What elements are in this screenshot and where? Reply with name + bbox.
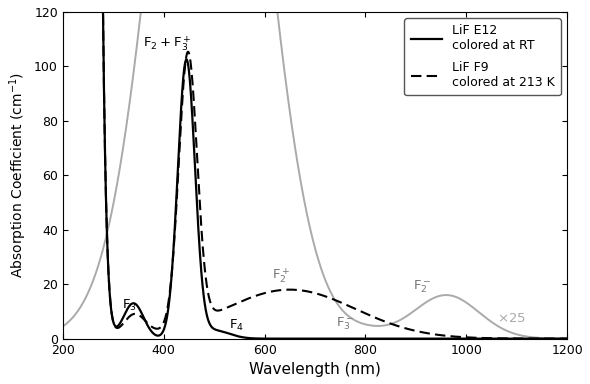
Text: $\mathrm{F_3^-}$: $\mathrm{F_3^-}$: [336, 315, 355, 332]
Text: $\mathrm{F_2^+}$: $\mathrm{F_2^+}$: [272, 266, 290, 285]
Y-axis label: Absorption Coefficient (cm$^{-1}$): Absorption Coefficient (cm$^{-1}$): [7, 72, 28, 278]
X-axis label: Wavelength (nm): Wavelength (nm): [249, 362, 381, 377]
Text: $\mathrm{F_4}$: $\mathrm{F_4}$: [230, 318, 244, 333]
Legend: LiF E12
colored at RT, LiF F9
colored at 213 K: LiF E12 colored at RT, LiF F9 colored at…: [404, 18, 561, 96]
Text: $\times 25$: $\times 25$: [497, 312, 526, 325]
Text: $\mathrm{F_2 + F_3^+}$: $\mathrm{F_2 + F_3^+}$: [143, 35, 191, 53]
Text: $\mathrm{F_3}$: $\mathrm{F_3}$: [122, 298, 137, 313]
Text: $\mathrm{F_2^-}$: $\mathrm{F_2^-}$: [414, 279, 432, 295]
